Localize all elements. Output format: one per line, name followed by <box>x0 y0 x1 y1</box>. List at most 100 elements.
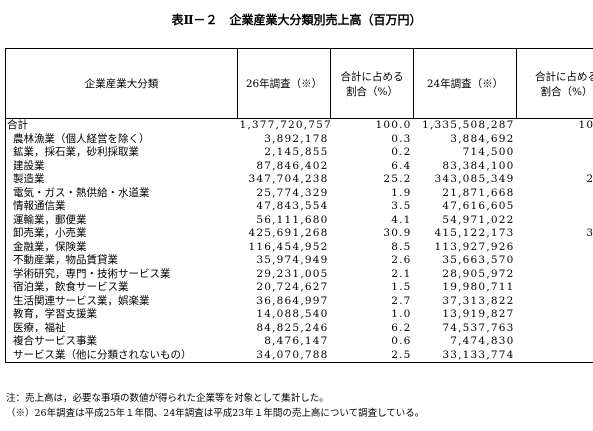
cell-value: 2.5 <box>516 348 593 363</box>
row-label: 農林漁業（個人経営を除く） <box>5 132 238 146</box>
cell-value: 29,231,005 <box>256 267 329 280</box>
table-body: 合計1,377,720,757 100.0 1,335,508,287 100.0 農林… <box>5 118 593 363</box>
row-label: 建設業 <box>5 159 238 173</box>
header-row: 企業産業大分類 26年調査（※） 合計に占める 割合（%） 24年調査（※） 合計に占める… <box>5 48 593 119</box>
cell-value: 21,871,668 <box>442 186 515 199</box>
cell-value: 2.5 <box>330 348 414 363</box>
cell-value: 5.6 <box>517 322 593 336</box>
header-cell: 合計に占める 割合（%） <box>516 48 593 119</box>
table-row: 学術研究，専門・技術サービス業 29,231,005 2.1 28,905,9722.… <box>5 267 593 282</box>
row-label: 合計 <box>5 118 238 133</box>
header-cell: 合計に占める 割合（%） <box>330 48 414 119</box>
row-label: 運輸業，郵便業 <box>5 213 238 227</box>
cell-value: 2.6 <box>391 254 412 266</box>
cell-value: 415,122,173 <box>434 227 515 239</box>
cell-value: 3,884,692 <box>450 132 515 145</box>
row-label: 鉱業，採石業，砂利採取業 <box>5 146 238 160</box>
cell-value: 25.2 <box>383 173 412 185</box>
cell-value: 47,843,554 <box>256 200 329 212</box>
cell-value: 0.3 <box>391 132 412 145</box>
header-line: 割合（%） <box>346 85 398 98</box>
cell-value: 31.1 <box>586 227 593 239</box>
cell-value: 13,919,827 <box>442 308 515 320</box>
table: 企業産業大分類 26年調査（※） 合計に占める 割合（%） 24年調査（※） 合計に占める… <box>5 48 593 363</box>
cell-value: 0.1 <box>517 146 593 160</box>
cell-value: 56,111,680 <box>256 213 329 226</box>
cell-value: 37,313,822 <box>442 294 515 307</box>
cell-value: 25,774,329 <box>256 186 329 199</box>
cell-value: 1.6 <box>517 187 593 201</box>
cell-value: 0.6 <box>517 335 593 349</box>
cell-value: 6.2 <box>391 321 412 334</box>
header-cell: 24年調査（※） <box>413 48 517 119</box>
cell-value: 7,474,830 <box>450 335 515 347</box>
cell-value: 54,971,022 <box>442 213 515 226</box>
cell-value: 1.0 <box>517 308 593 322</box>
table-row: 建設業 87,846,402 6.4 83,384,1006.2 <box>5 159 593 174</box>
cell-value: 2,145,855 <box>264 146 329 158</box>
table-row: 情報通信業 47,843,554 3.5 47,616,6053.6 <box>5 200 593 214</box>
table-row: 鉱業，採石業，砂利採取業 2,145,855 0.2 714,5000.1 <box>5 146 593 160</box>
cell-value: 2.1 <box>391 267 412 280</box>
title: 表Ⅱ－２ 企業産業大分類別売上高（百万円） <box>171 13 422 27</box>
cell-value: 425,691,268 <box>248 227 329 239</box>
cell-value: 343,085,349 <box>434 173 515 185</box>
table-row: 製造業 347,704,238 25.2 343,085,349 25.7 <box>5 173 593 187</box>
cell-value: 116,454,952 <box>248 240 329 253</box>
header-line: 合計に占める <box>340 70 404 83</box>
cell-value: 83,384,100 <box>442 159 515 172</box>
row-label: 金融業，保険業 <box>5 240 238 254</box>
table-row: 不動産業，物品賃貸業 35,974,949 2.6 35,663,5702.7 <box>5 254 593 268</box>
cell-value: 714,500 <box>462 146 515 158</box>
cell-value: 1.0 <box>391 308 412 320</box>
cell-value: 87,846,402 <box>256 159 329 172</box>
cell-value: 6.2 <box>517 160 593 174</box>
cell-value: 19,980,711 <box>442 281 515 293</box>
cell-value: 74,537,763 <box>442 321 515 334</box>
cell-value: 35,663,570 <box>442 254 515 266</box>
cell-value: 1.5 <box>517 281 593 295</box>
table-row: サービス業（他に分類されないもの） 34,070,788 2.5 33,133,774… <box>5 348 593 363</box>
row-label: 宿泊業，飲食サービス業 <box>5 281 238 295</box>
table-row: 合計1,377,720,757 100.0 1,335,508,287 100.0 <box>5 118 593 133</box>
row-label: 製造業 <box>5 173 238 187</box>
header-cell: 26年調査（※） <box>237 48 331 119</box>
cell-value: 2.7 <box>517 254 593 268</box>
cell-value: 1,377,720,757 <box>239 119 331 131</box>
cell-value: 34,070,788 <box>237 348 331 363</box>
cell-value: 4.1 <box>391 213 412 226</box>
cell-value: 2.2 <box>517 268 593 282</box>
cell-value: 36,864,997 <box>256 294 329 307</box>
cell-value: 8.5 <box>517 241 593 255</box>
row-label: 教育，学習支援業 <box>5 308 238 322</box>
header-cell: 企業産業大分類 <box>5 48 238 119</box>
row-label: 生活関連サービス業，娯楽業 <box>5 294 238 308</box>
table-row: 医療，福祉 84,825,246 6.2 74,537,7635.6 <box>5 321 593 336</box>
cell-value: 25.7 <box>586 173 593 185</box>
cell-value: 47,616,605 <box>442 200 515 212</box>
row-label: 卸売業，小売業 <box>5 227 238 241</box>
cell-value: 3.6 <box>517 200 593 214</box>
cell-value: 1.9 <box>391 186 412 199</box>
row-label: 電気・ガス・熱供給・水道業 <box>5 186 238 200</box>
cell-value: 6.4 <box>391 159 412 172</box>
row-label: サービス業（他に分類されないもの） <box>5 348 238 363</box>
cell-value: 30.9 <box>383 227 412 239</box>
cell-value: 2.8 <box>517 295 593 309</box>
table-row: 電気・ガス・熱供給・水道業 25,774,329 1.9 21,871,6681.6 <box>5 186 593 201</box>
row-label: 複合サービス事業 <box>5 335 238 349</box>
cell-value: 0.3 <box>517 133 593 147</box>
cell-value: 35,974,949 <box>256 254 329 266</box>
cell-value: 20,724,627 <box>256 281 329 293</box>
row-label: 不動産業，物品賃貸業 <box>5 254 238 268</box>
row-label: 医療，福祉 <box>5 321 238 335</box>
cell-value: 3.5 <box>391 200 412 212</box>
cell-value: 28,905,972 <box>442 267 515 280</box>
note: （※）26年調査は平成25年１年間、24年調査は平成23年１年間の売上高について… <box>6 408 425 419</box>
